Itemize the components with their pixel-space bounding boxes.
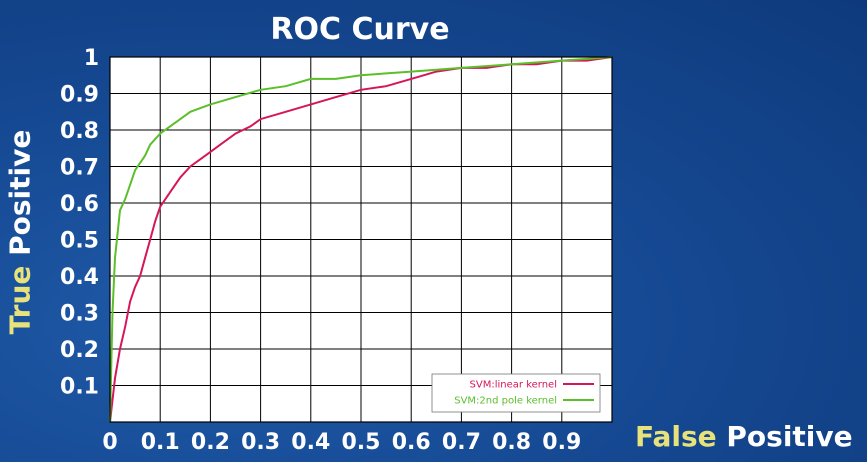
y-tick-label: 0.9	[60, 83, 99, 108]
chart-title: ROC Curve	[270, 12, 450, 47]
y-tick-label: 0.4	[60, 265, 99, 290]
x-tick-label: 0.6	[392, 430, 431, 455]
x-tick-label: 0.3	[241, 430, 280, 455]
y-tick-label: 0.5	[60, 229, 99, 254]
legend-label: SVM:linear kernel	[470, 380, 557, 391]
x-axis-title-word1: False	[635, 420, 717, 453]
plot-frame	[109, 56, 613, 423]
y-tick-label: 0.6	[60, 192, 99, 217]
y-tick-label: 1	[84, 46, 99, 71]
y-tick-label: 0.8	[60, 119, 99, 144]
x-tick-label: 0	[102, 430, 117, 455]
x-tick-label: 0.2	[191, 430, 230, 455]
y-tick-label: 0.3	[60, 302, 99, 327]
x-tick-label: 0.7	[442, 430, 481, 455]
legend-label: SVM:2nd pole kernel	[454, 396, 557, 407]
x-axis-title: False Positive	[635, 420, 853, 453]
legend-box	[431, 373, 601, 413]
series-line-2	[109, 56, 613, 423]
x-tick-label: 0.4	[291, 430, 330, 455]
y-tick-label: 0.1	[60, 375, 99, 400]
y-tick-label: 0.7	[60, 156, 99, 181]
y-tick-label: 0.2	[60, 338, 99, 363]
x-tick-label: 0.8	[492, 430, 531, 455]
x-tick-label: 0.1	[141, 430, 180, 455]
x-tick-label: 0.9	[542, 430, 581, 455]
x-axis-title-word2: Positive	[726, 420, 853, 453]
x-tick-label: 0.5	[342, 430, 381, 455]
